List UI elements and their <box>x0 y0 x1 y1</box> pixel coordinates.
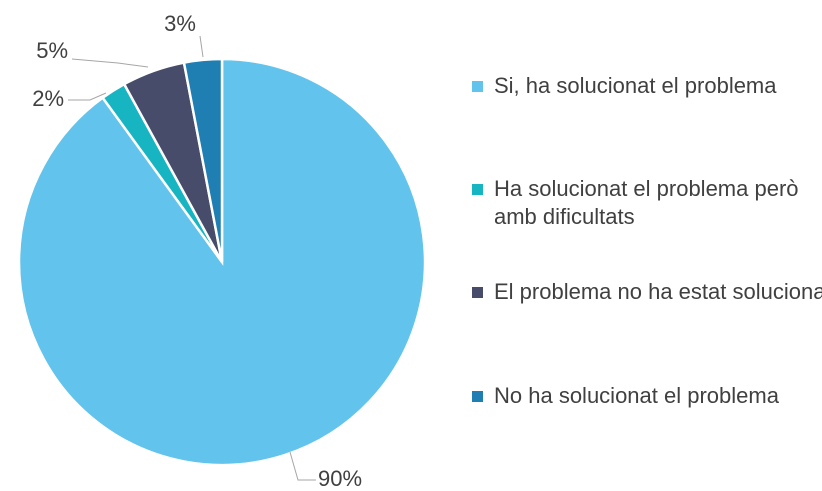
data-label: 2% <box>32 86 64 111</box>
legend-label: Ha solucionat el problema però amb dific… <box>494 176 799 229</box>
leader-line <box>68 92 107 101</box>
legend-label: El problema no ha estat solucionat <box>494 279 822 304</box>
legend-label: No ha solucionat el problema <box>494 383 779 408</box>
legend-entry: El problema no ha estat solucionat <box>472 278 822 306</box>
legend-entry: No ha solucionat el problema <box>472 382 822 410</box>
legend-entry: Ha solucionat el problema però amb dific… <box>472 175 822 231</box>
leader-line <box>71 58 149 68</box>
leader-line <box>289 451 316 481</box>
legend-label: Si, ha solucionat el problema <box>494 73 777 98</box>
data-label: 90% <box>318 466 362 491</box>
data-label: 3% <box>164 11 196 36</box>
legend-swatch <box>472 287 483 298</box>
data-label: 5% <box>36 38 68 63</box>
legend-swatch <box>472 81 483 92</box>
legend-swatch <box>472 184 483 195</box>
legend-entry: Si, ha solucionat el problema <box>472 72 822 100</box>
pie-slice <box>182 57 224 263</box>
legend-swatch <box>472 391 483 402</box>
leader-line <box>199 35 204 58</box>
